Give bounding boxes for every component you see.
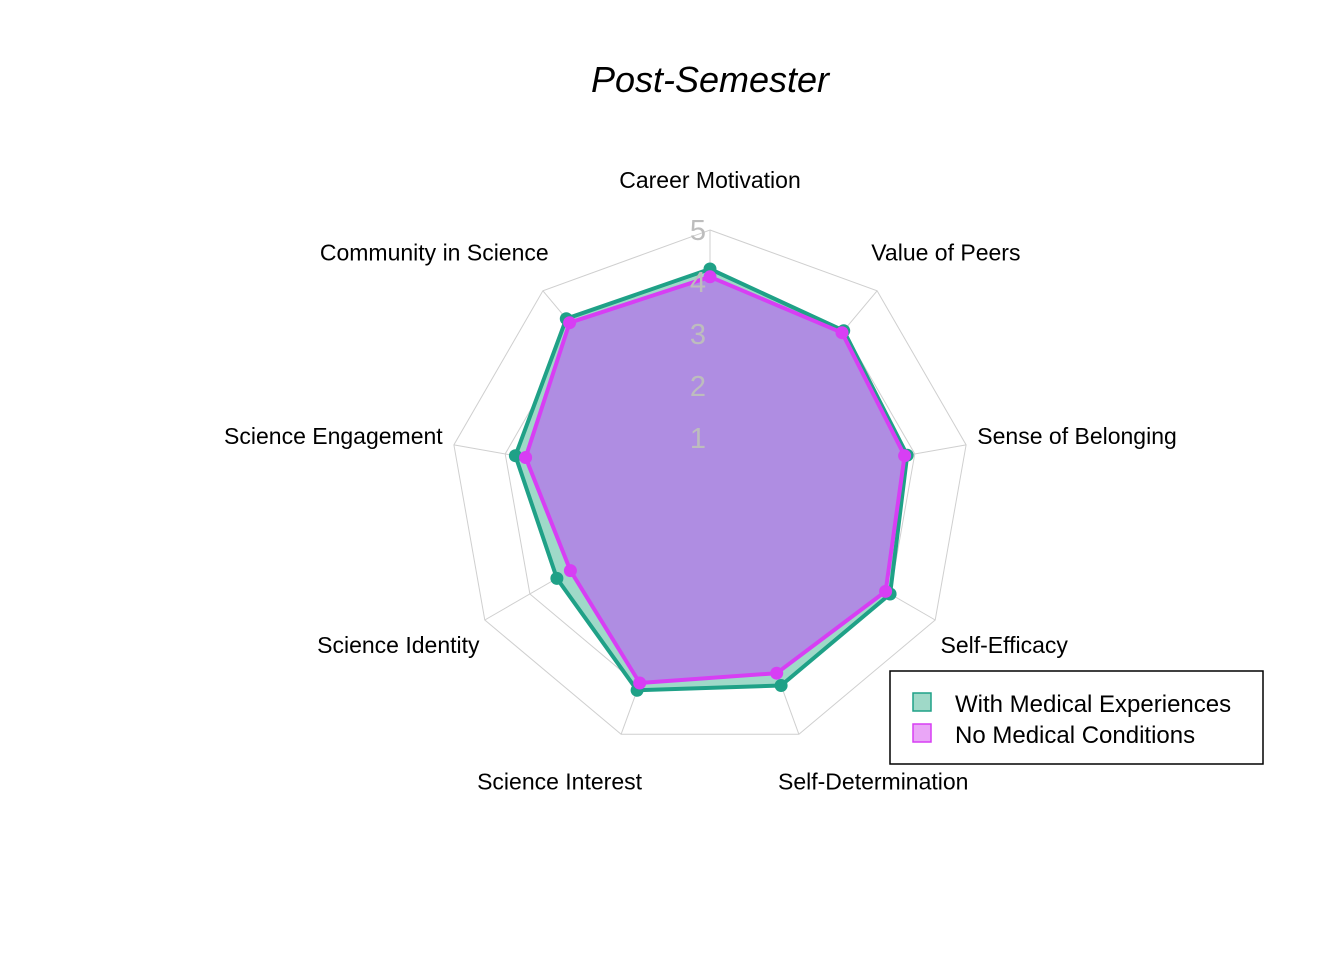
data-point-no-medical (563, 564, 577, 578)
data-point-no-medical (879, 584, 893, 598)
data-point-no-medical (835, 326, 849, 340)
data-point-no-medical (770, 666, 784, 680)
grid-ring-5 (453, 229, 967, 735)
axis-label: Career Motivation (619, 167, 801, 193)
series-layer (508, 262, 914, 697)
legend-swatch-with-medical (912, 692, 932, 712)
data-point-no-medical (563, 316, 577, 330)
scale-tick-label: 3 (690, 319, 706, 351)
series-area-no-medical (523, 274, 907, 685)
scale-tick-label: 2 (690, 371, 706, 403)
axis-label: Self-Determination (778, 768, 968, 794)
chart-title: Post-Semester (591, 59, 831, 100)
data-point-with-medical (774, 679, 788, 692)
data-point-with-medical (550, 571, 564, 585)
axis-label: Science Identity (317, 632, 480, 658)
legend: With Medical Experiences No Medical Cond… (889, 670, 1264, 765)
scale-ticks: 1 2 3 4 5 (690, 215, 706, 455)
scale-tick-label: 1 (690, 423, 706, 455)
data-point-no-medical (633, 676, 647, 690)
axis-label: Value of Peers (871, 240, 1020, 266)
data-point-with-medical (508, 449, 522, 463)
axis-label: Science Interest (477, 768, 643, 794)
axis-label: Science Engagement (224, 423, 443, 449)
data-point-no-medical (519, 451, 533, 464)
data-point-no-medical (703, 270, 717, 284)
axis-labels: Career Motivation Value of Peers Sense of … (224, 167, 1177, 794)
legend-label-no-medical: No Medical Conditions (955, 722, 1195, 749)
legend-box (889, 670, 1264, 765)
data-point-no-medical (898, 449, 912, 463)
legend-label-with-medical: With Medical Experiences (955, 691, 1231, 718)
axis-label: Community in Science (320, 240, 549, 266)
legend-swatch-no-medical (912, 723, 932, 743)
axis-label: Sense of Belonging (977, 423, 1177, 449)
scale-tick-label: 4 (690, 267, 706, 299)
scale-tick-label: 5 (690, 215, 706, 247)
axis-label: Self-Efficacy (941, 632, 1069, 658)
